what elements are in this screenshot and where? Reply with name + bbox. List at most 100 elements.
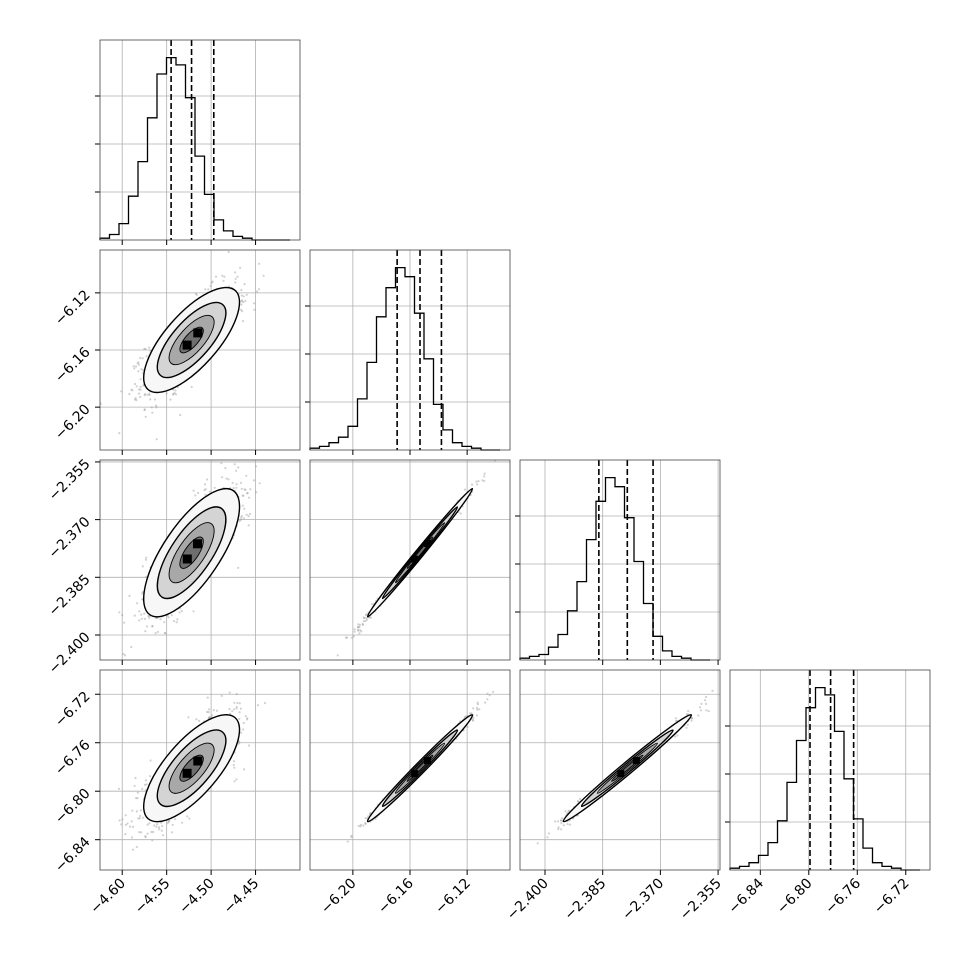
scatter-point [136, 602, 139, 605]
scatter-point [204, 488, 207, 491]
scatter-point [720, 691, 722, 693]
scatter-point [174, 389, 177, 392]
histogram-panel-4 [725, 669, 931, 875]
scatter-point [242, 728, 245, 731]
scatter-point [241, 494, 244, 497]
scatter-point [130, 645, 133, 649]
scatter-point [358, 632, 361, 635]
scatter-point [225, 477, 228, 480]
panel-frame [99, 459, 301, 661]
scatter-point [346, 840, 349, 843]
scatter-point [231, 481, 234, 484]
scatter-point [178, 611, 181, 614]
scatter-point [136, 791, 139, 794]
histogram-step-line [729, 686, 920, 871]
scatter-point [197, 491, 200, 495]
scatter-point [240, 288, 243, 292]
scatter-panel-3-2 [309, 459, 511, 665]
scatter-point [188, 817, 191, 820]
y-tick-label: −2.385 [46, 572, 94, 620]
scatter-point [248, 496, 251, 499]
density-peak-block-1 [193, 756, 203, 766]
histogram-panel-2 [305, 249, 511, 455]
scatter-point [236, 275, 239, 278]
scatter-point [157, 826, 161, 829]
scatter-point [227, 250, 230, 254]
scatter-point [203, 489, 206, 492]
y-tick-label: −2.355 [46, 456, 94, 504]
scatter-point [235, 778, 238, 781]
scatter-point [477, 480, 480, 483]
scatter-point [345, 636, 349, 639]
histogram-panel-1 [95, 39, 301, 245]
scatter-point [690, 717, 694, 720]
scatter-point [241, 504, 244, 507]
scatter-point [117, 787, 120, 791]
scatter-point [207, 716, 210, 720]
scatter-point [723, 686, 725, 688]
scatter-point [240, 515, 243, 518]
scatter-point [478, 708, 481, 711]
scatter-point [722, 686, 724, 688]
scatter-point [148, 346, 151, 349]
scatter-point [238, 741, 241, 744]
x-tick-label: −6.16 [375, 875, 417, 917]
scatter-point [133, 398, 137, 401]
scatter-point [700, 702, 703, 706]
scatter-point [187, 716, 190, 719]
scatter-point [248, 744, 251, 747]
scatter-point [151, 624, 154, 628]
scatter-point [135, 810, 138, 813]
scatter-point [357, 623, 360, 626]
density-peak-block-2 [182, 554, 192, 564]
scatter-point [359, 629, 362, 632]
scatter-point [155, 825, 158, 828]
scatter-point [336, 654, 339, 657]
scatter-point [483, 479, 486, 483]
scatter-point [228, 691, 231, 694]
scatter-point [130, 836, 134, 839]
scatter-point [173, 620, 176, 623]
scatter-point [137, 392, 141, 395]
scatter-point [362, 620, 365, 623]
scatter-point [360, 630, 363, 633]
scatter-point [483, 475, 486, 478]
scatter-point [204, 483, 207, 486]
scatter-point [357, 625, 360, 629]
scatter-point [564, 810, 567, 813]
scatter-point [476, 703, 480, 706]
scatter-point [243, 768, 246, 771]
scatter-point [471, 483, 474, 486]
scatter-point [242, 295, 245, 298]
scatter-point [248, 512, 252, 516]
scatter-point [155, 406, 158, 409]
scatter-point [222, 279, 225, 282]
scatter-point [472, 719, 475, 722]
scatter-point [459, 512, 462, 515]
scatter-point [242, 721, 245, 725]
scatter-point [137, 361, 140, 364]
scatter-point [118, 611, 121, 614]
scatter-point [475, 714, 478, 717]
scatter-point [141, 787, 144, 791]
scatter-point [698, 706, 702, 709]
scatter-point [227, 478, 230, 481]
scatter-point [120, 390, 123, 393]
panel-frame [729, 669, 931, 871]
scatter-point [240, 294, 243, 297]
y-tick-label: −6.80 [52, 786, 94, 828]
panel-content [100, 460, 300, 660]
scatter-point [237, 466, 240, 469]
scatter-point [239, 518, 242, 522]
scatter-point [148, 822, 151, 825]
scatter-panel-4-2 [309, 669, 511, 875]
scatter-point [134, 397, 137, 400]
scatter-point [472, 707, 475, 710]
scatter-point [167, 616, 170, 619]
scatter-point [357, 629, 360, 632]
scatter-point [690, 719, 693, 722]
scatter-point [124, 823, 127, 826]
scatter-point [159, 618, 162, 621]
scatter-point [245, 718, 249, 721]
